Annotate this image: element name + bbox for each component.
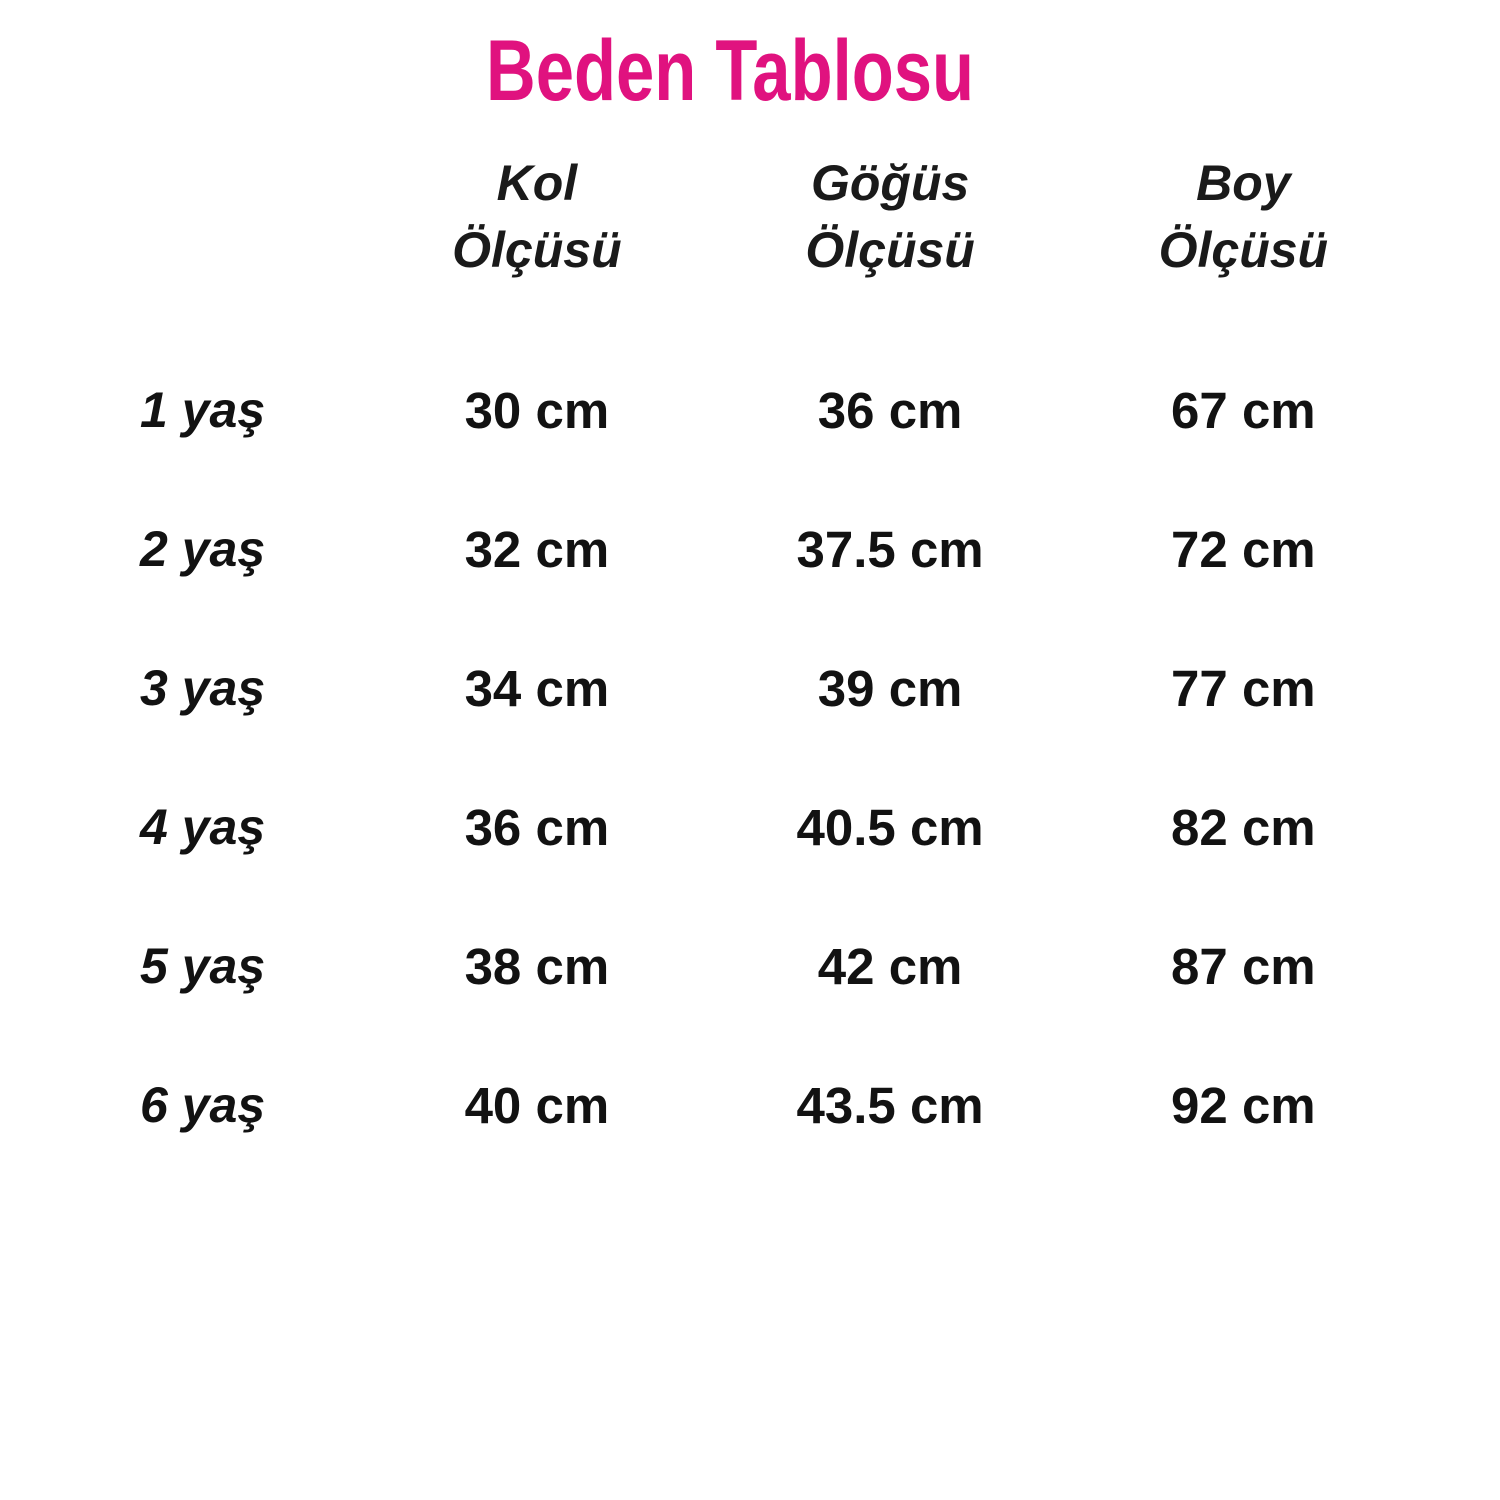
- cell-kol: 40 cm: [464, 1077, 610, 1134]
- cell-age: 5 yaş: [140, 938, 266, 994]
- cell-kol: 36 cm: [464, 799, 610, 856]
- column-header-gogus-line2: Ölçüsü: [805, 221, 975, 278]
- table-header-row: Kol Ölçüsü Göğüs Ölçüsü Boy Ölçüsü: [0, 150, 1420, 341]
- cell-boy: 92 cm: [1171, 1077, 1316, 1134]
- cell-kol: 30 cm: [464, 382, 610, 439]
- cell-gogus: 40.5 cm: [796, 799, 984, 856]
- column-header-kol-line2: Ölçüsü: [452, 221, 622, 278]
- column-header-kol: Kol Ölçüsü: [360, 150, 713, 341]
- cell-boy: 77 cm: [1171, 660, 1316, 717]
- table-row: 2 yaş 32 cm 37.5 cm 72 cm: [0, 480, 1420, 619]
- size-table: Kol Ölçüsü Göğüs Ölçüsü Boy Ölçüsü 1 yaş…: [0, 150, 1420, 1175]
- column-header-gogus: Göğüs Ölçüsü: [713, 150, 1066, 341]
- cell-boy: 67 cm: [1171, 382, 1316, 439]
- cell-boy: 87 cm: [1171, 938, 1316, 995]
- cell-gogus: 43.5 cm: [796, 1077, 984, 1134]
- column-header-boy-line2: Ölçüsü: [1158, 221, 1329, 278]
- table-row: 1 yaş 30 cm 36 cm 67 cm: [0, 341, 1420, 480]
- table-row: 4 yaş 36 cm 40.5 cm 82 cm: [0, 758, 1420, 897]
- column-header-kol-line1: Kol: [496, 155, 578, 211]
- column-header-age: [0, 150, 360, 341]
- table-header: Kol Ölçüsü Göğüs Ölçüsü Boy Ölçüsü: [0, 150, 1420, 341]
- cell-gogus: 36 cm: [817, 382, 963, 439]
- column-header-boy: Boy Ölçüsü: [1067, 150, 1420, 341]
- cell-age: 6 yaş: [140, 1077, 266, 1133]
- cell-kol: 32 cm: [464, 521, 610, 578]
- table-row: 3 yaş 34 cm 39 cm 77 cm: [0, 619, 1420, 758]
- column-header-gogus-line1: Göğüs: [810, 155, 970, 211]
- cell-age: 1 yaş: [140, 382, 266, 438]
- cell-age: 2 yaş: [140, 521, 266, 577]
- cell-gogus: 37.5 cm: [796, 521, 984, 578]
- cell-age: 3 yaş: [140, 660, 266, 716]
- cell-kol: 38 cm: [464, 938, 610, 995]
- cell-age: 4 yaş: [140, 799, 266, 855]
- column-header-boy-line1: Boy: [1196, 155, 1291, 211]
- cell-gogus: 39 cm: [817, 660, 963, 717]
- cell-boy: 72 cm: [1171, 521, 1316, 578]
- page-title: Beden Tablosu: [485, 23, 975, 119]
- cell-kol: 34 cm: [464, 660, 610, 717]
- page-title-container: Beden Tablosu: [0, 28, 1460, 114]
- cell-boy: 82 cm: [1171, 799, 1316, 856]
- cell-gogus: 42 cm: [817, 938, 963, 995]
- table-row: 6 yaş 40 cm 43.5 cm 92 cm: [0, 1036, 1420, 1175]
- table-row: 5 yaş 38 cm 42 cm 87 cm: [0, 897, 1420, 1036]
- table-body: 1 yaş 30 cm 36 cm 67 cm 2 yaş 32 cm 37.5…: [0, 341, 1420, 1175]
